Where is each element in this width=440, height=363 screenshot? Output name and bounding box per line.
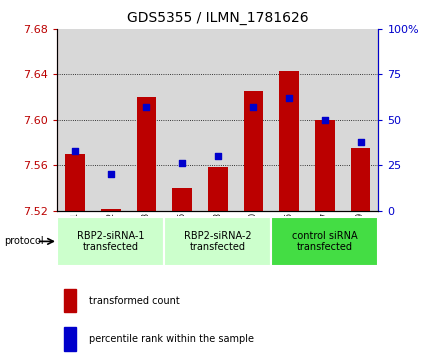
Bar bbox=[93, 29, 128, 211]
Bar bbox=[279, 71, 299, 211]
Title: GDS5355 / ILMN_1781626: GDS5355 / ILMN_1781626 bbox=[127, 11, 308, 25]
Bar bbox=[164, 217, 271, 266]
Point bbox=[107, 171, 114, 177]
Point bbox=[286, 95, 293, 101]
Bar bbox=[64, 289, 77, 313]
Bar bbox=[244, 91, 263, 211]
Text: RBP2-siRNA-2
transfected: RBP2-siRNA-2 transfected bbox=[184, 231, 252, 252]
Bar bbox=[307, 29, 343, 211]
Text: transformed count: transformed count bbox=[89, 295, 180, 306]
Bar bbox=[64, 327, 77, 351]
Bar bbox=[351, 148, 370, 211]
Bar bbox=[65, 154, 85, 211]
Text: percentile rank within the sample: percentile rank within the sample bbox=[89, 334, 254, 344]
Text: RBP2-siRNA-1
transfected: RBP2-siRNA-1 transfected bbox=[77, 231, 144, 252]
Bar bbox=[172, 188, 192, 211]
Point bbox=[179, 160, 186, 166]
Bar bbox=[200, 29, 236, 211]
Bar bbox=[271, 29, 307, 211]
Bar bbox=[128, 29, 164, 211]
Bar bbox=[315, 120, 335, 211]
Bar bbox=[136, 97, 156, 211]
Bar bbox=[101, 209, 121, 211]
Point bbox=[72, 148, 79, 154]
Point bbox=[321, 117, 328, 123]
Bar bbox=[343, 29, 378, 211]
Point bbox=[143, 104, 150, 110]
Bar bbox=[57, 29, 93, 211]
Bar bbox=[236, 29, 271, 211]
Bar bbox=[271, 217, 378, 266]
Bar bbox=[164, 29, 200, 211]
Bar bbox=[57, 217, 164, 266]
Text: control siRNA
transfected: control siRNA transfected bbox=[292, 231, 358, 252]
Point bbox=[214, 153, 221, 159]
Point bbox=[250, 104, 257, 110]
Bar bbox=[208, 167, 227, 211]
Point bbox=[357, 139, 364, 144]
Text: protocol: protocol bbox=[4, 236, 44, 246]
